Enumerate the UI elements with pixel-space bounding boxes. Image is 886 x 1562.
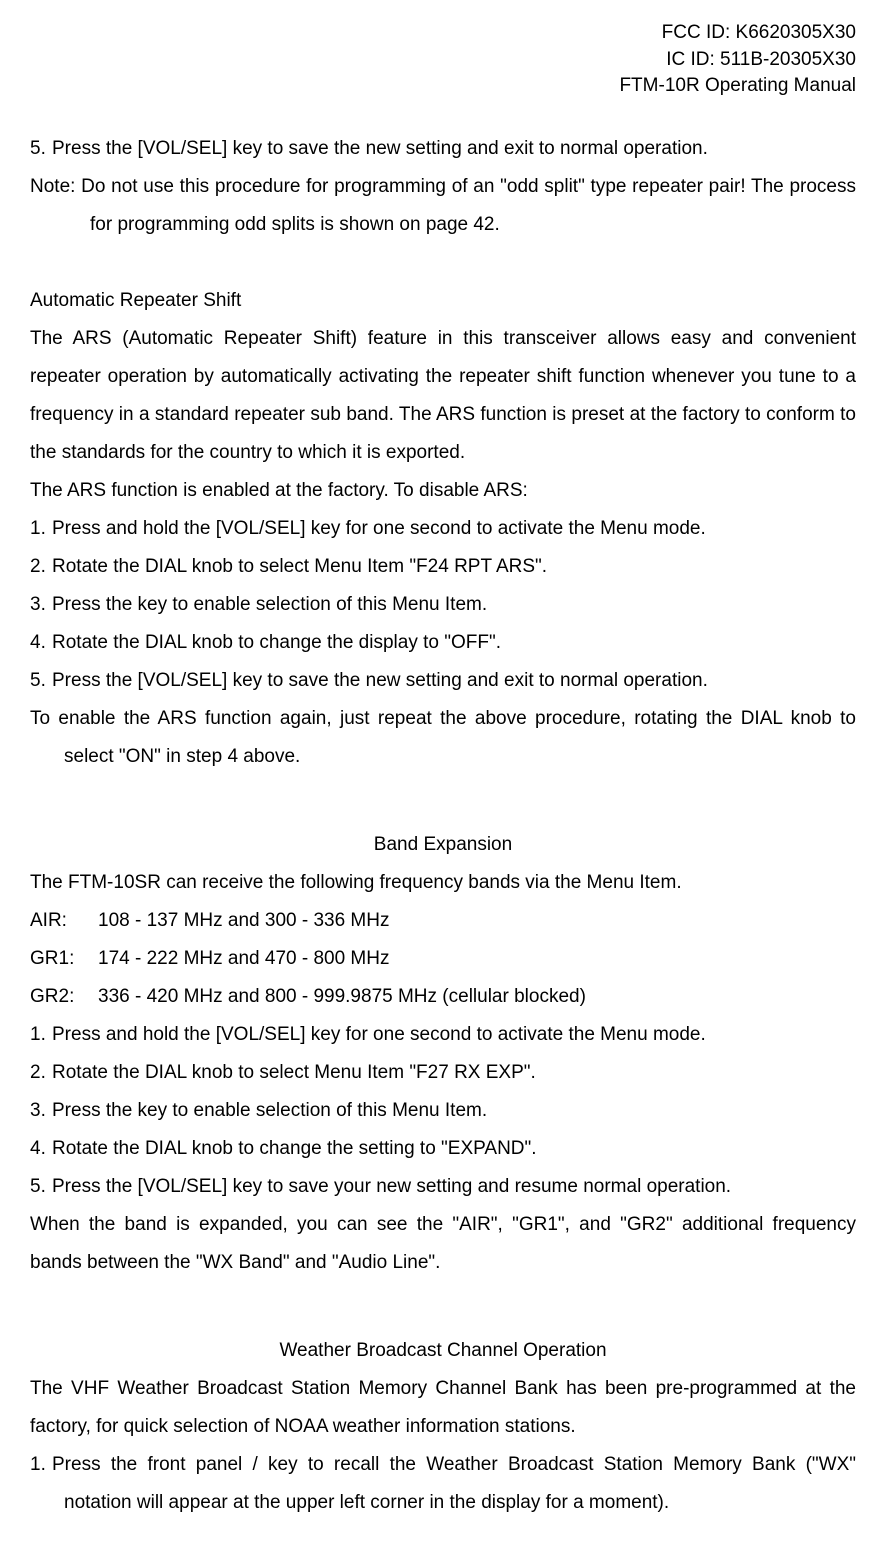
spacer — [30, 776, 856, 814]
list-text: Press and hold the [VOL/SEL] key for one… — [52, 1024, 706, 1045]
band-label: GR1: — [30, 940, 98, 978]
list-number: 5. — [30, 130, 52, 168]
list-text: Press the key to enable selection of thi… — [52, 1100, 487, 1121]
list-number: 3. — [30, 586, 52, 624]
list-text: Press the [VOL/SEL] key to save the new … — [52, 670, 708, 691]
list-text: Press the key to enable selection of thi… — [52, 594, 487, 615]
list-text: Press the front panel / key to recall th… — [52, 1454, 856, 1513]
band-item-3: 3.Press the key to enable selection of t… — [30, 1092, 856, 1130]
note-text: Note: Do not use this procedure for prog… — [30, 176, 856, 235]
list-text: Press the [VOL/SEL] key to save the new … — [52, 138, 708, 159]
ars-title: Automatic Repeater Shift — [30, 282, 856, 320]
band-intro: The FTM-10SR can receive the following f… — [30, 864, 856, 902]
list-number: 1. — [30, 510, 52, 548]
band-item-1: 1.Press and hold the [VOL/SEL] key for o… — [30, 1016, 856, 1054]
band-item-5: 5.Press the [VOL/SEL] key to save your n… — [30, 1168, 856, 1206]
header-ic-id: IC ID: 511B-20305X30 — [30, 47, 856, 74]
ars-item-2: 2.Rotate the DIAL knob to select Menu It… — [30, 548, 856, 586]
band-range: 174 - 222 MHz and 470 - 800 MHz — [98, 948, 390, 969]
top-list-item-5: 5.Press the [VOL/SEL] key to save the ne… — [30, 130, 856, 168]
band-item-2: 2.Rotate the DIAL knob to select Menu It… — [30, 1054, 856, 1092]
ars-item-1: 1.Press and hold the [VOL/SEL] key for o… — [30, 510, 856, 548]
list-number: 5. — [30, 662, 52, 700]
ars-item-5: 5.Press the [VOL/SEL] key to save the ne… — [30, 662, 856, 700]
band-gr2: GR2:336 - 420 MHz and 800 - 999.9875 MHz… — [30, 978, 856, 1016]
list-number: 4. — [30, 624, 52, 662]
ars-closing: To enable the ARS function again, just r… — [30, 700, 856, 776]
header-manual-title: FTM-10R Operating Manual — [30, 73, 856, 100]
band-label: GR2: — [30, 978, 98, 1016]
band-air: AIR:108 - 137 MHz and 300 - 336 MHz — [30, 902, 856, 940]
ars-item-3: 3.Press the key to enable selection of t… — [30, 586, 856, 624]
band-label: AIR: — [30, 902, 98, 940]
list-text: Rotate the DIAL knob to select Menu Item… — [52, 556, 547, 577]
list-number: 1. — [30, 1446, 52, 1484]
list-text: Press and hold the [VOL/SEL] key for one… — [52, 518, 706, 539]
list-number: 4. — [30, 1130, 52, 1168]
ars-enabled-note: The ARS function is enabled at the facto… — [30, 472, 856, 510]
weather-item-1: 1.Press the front panel / key to recall … — [30, 1446, 856, 1522]
weather-title: Weather Broadcast Channel Operation — [30, 1332, 856, 1370]
list-text: Rotate the DIAL knob to change the displ… — [52, 632, 501, 653]
list-number: 3. — [30, 1092, 52, 1130]
band-gr1: GR1:174 - 222 MHz and 470 - 800 MHz — [30, 940, 856, 978]
list-number: 1. — [30, 1016, 52, 1054]
ars-intro: The ARS (Automatic Repeater Shift) featu… — [30, 320, 856, 472]
list-number: 2. — [30, 1054, 52, 1092]
list-text: Rotate the DIAL knob to select Menu Item… — [52, 1062, 536, 1083]
spacer — [30, 1282, 856, 1320]
list-text: Press the [VOL/SEL] key to save your new… — [52, 1176, 731, 1197]
header-fcc-id: FCC ID: K6620305X30 — [30, 20, 856, 47]
band-title: Band Expansion — [30, 826, 856, 864]
band-item-4: 4.Rotate the DIAL knob to change the set… — [30, 1130, 856, 1168]
band-range: 336 - 420 MHz and 800 - 999.9875 MHz (ce… — [98, 986, 586, 1007]
list-number: 5. — [30, 1168, 52, 1206]
document-header: FCC ID: K6620305X30 IC ID: 511B-20305X30… — [30, 20, 856, 100]
list-number: 2. — [30, 548, 52, 586]
band-closing: When the band is expanded, you can see t… — [30, 1206, 856, 1282]
list-text: Rotate the DIAL knob to change the setti… — [52, 1138, 537, 1159]
weather-intro: The VHF Weather Broadcast Station Memory… — [30, 1370, 856, 1446]
spacer — [30, 244, 856, 282]
ars-item-4: 4.Rotate the DIAL knob to change the dis… — [30, 624, 856, 662]
band-range: 108 - 137 MHz and 300 - 336 MHz — [98, 910, 390, 931]
top-note: Note: Do not use this procedure for prog… — [30, 168, 856, 244]
